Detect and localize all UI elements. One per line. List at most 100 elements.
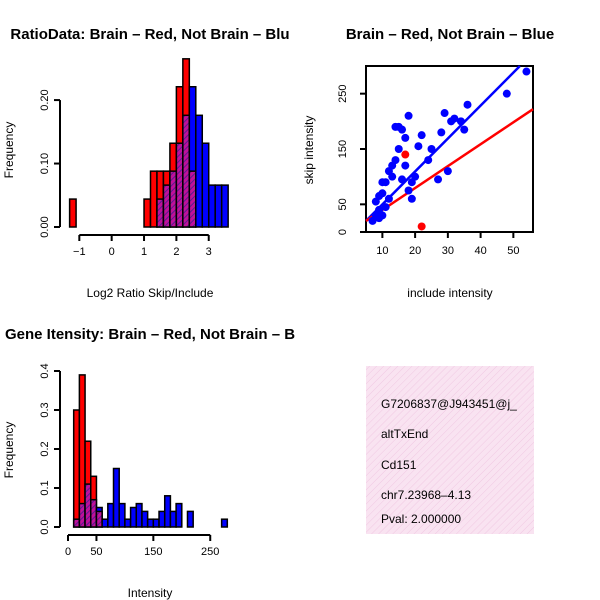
- ratio-histogram-overlap-bar: [169, 170, 178, 228]
- intensity-histogram-title: Gene Itensity: Brain – Red, Not Brain – …: [5, 326, 295, 343]
- not-brain-point: [407, 194, 416, 203]
- not-brain-point: [450, 114, 459, 123]
- ratio-histogram-title: RatioData: Brain – Red, Not Brain – Blu: [10, 26, 289, 43]
- intensity-histogram-overlap-bar: [72, 518, 81, 528]
- scatter-x-tick-label: 30: [442, 245, 454, 257]
- p-value: Pval: 2.000000: [381, 512, 461, 526]
- ratio-histogram-overlap-bar: [182, 114, 191, 228]
- not-brain-fit-line: [365, 65, 521, 222]
- intensity-histogram-bar: [141, 510, 149, 528]
- not-brain-point: [460, 125, 469, 134]
- ratio-histogram-bar: [201, 142, 210, 228]
- ratio-histogram-x-tick-label: 2: [173, 246, 179, 258]
- intensity-histogram-bar: [101, 518, 109, 528]
- ratio-histogram-x-tick-label: −1: [73, 246, 86, 258]
- intensity-histogram: Gene Itensity: Brain – Red, Not Brain – …: [2, 326, 295, 600]
- not-brain-point: [427, 145, 436, 153]
- scatter-x-tick-label: 40: [474, 245, 486, 257]
- not-brain-point: [414, 142, 423, 151]
- intensity-histogram-y-tick-label: 0.2: [39, 441, 51, 456]
- ratio-histogram-overlap-bar: [188, 170, 197, 228]
- ratio-histogram-x-tick-label: 3: [206, 246, 212, 258]
- scatter-title: Brain – Red, Not Brain – Blue: [346, 26, 554, 43]
- ratio-histogram-y-tick-label: 0.10: [39, 153, 51, 174]
- intensity-histogram-overlap-bar: [84, 483, 92, 528]
- ratio-histogram-x-tick-label: 0: [109, 246, 115, 258]
- ratio-histogram-overlap-bar: [156, 198, 165, 228]
- scatter-y-tick-label: 150: [337, 140, 349, 158]
- intensity-histogram-bar: [158, 510, 166, 528]
- ratio-histogram-bar: [68, 198, 77, 228]
- not-brain-point: [522, 67, 531, 76]
- ratio-histogram-x-tick-label: 1: [141, 246, 147, 258]
- brain-point: [401, 150, 410, 159]
- not-brain-point: [417, 131, 426, 140]
- intensity-histogram-xlabel: Intensity: [128, 586, 173, 600]
- not-brain-point: [463, 100, 472, 109]
- intensity-histogram-x-tick-label: 0: [65, 546, 71, 558]
- ratio-histogram-y-tick-label: 0.00: [39, 216, 51, 237]
- intensity-histogram-overlap-bar: [95, 510, 103, 528]
- ratio-histogram-bar: [220, 184, 229, 228]
- info-box-background: [366, 366, 534, 534]
- intensity-histogram-bar: [175, 502, 183, 528]
- intensity-histogram-bar: [72, 409, 81, 528]
- intensity-histogram-y-tick-label: 0.4: [39, 363, 51, 378]
- event-type: altTxEnd: [381, 427, 428, 441]
- not-brain-point: [381, 203, 390, 212]
- ratio-histogram-bar: [195, 114, 204, 228]
- ratio-histogram-overlap-bar: [162, 184, 171, 228]
- intensity-histogram-bar: [135, 502, 143, 528]
- ratio-histogram-overlap-bar: [175, 142, 184, 228]
- brain-fit-line: [365, 108, 534, 222]
- intensity-histogram-y-tick-label: 0.0: [39, 519, 51, 534]
- event-id: G7206837@J943451@j_: [381, 397, 517, 411]
- not-brain-point: [434, 175, 443, 184]
- not-brain-point: [398, 175, 407, 184]
- intensity-histogram-bar: [129, 506, 138, 528]
- not-brain-point: [404, 111, 413, 120]
- scatter-y-tick-label: 250: [337, 84, 349, 102]
- intensity-histogram-overlap-bar: [78, 502, 86, 528]
- intensity-histogram-x-tick-label: 50: [90, 546, 102, 558]
- intensity-histogram-bar: [186, 510, 194, 528]
- brain-point: [417, 222, 426, 231]
- not-brain-point: [502, 89, 511, 98]
- not-brain-point: [394, 145, 403, 153]
- intensity-histogram-bar: [169, 510, 177, 528]
- intensity-histogram-bar: [220, 518, 229, 528]
- intensity-histogram-bar: [152, 518, 160, 528]
- not-brain-point: [378, 189, 387, 198]
- not-brain-point: [381, 178, 390, 187]
- not-brain-point: [378, 211, 387, 220]
- intensity-histogram-x-tick-label: 250: [201, 546, 219, 558]
- ratio-histogram-y-tick-label: 0.20: [39, 89, 51, 110]
- intensity-histogram-bar: [107, 502, 115, 528]
- ratio-histogram-bar: [214, 184, 223, 228]
- genomic-locus: chr7.23968–4.13: [381, 488, 471, 502]
- intensity-histogram-y-tick-label: 0.1: [39, 480, 51, 495]
- scatter-ylabel: skip intensity: [302, 116, 316, 185]
- scatter-x-tick-label: 50: [507, 245, 519, 257]
- ratio-histogram-ylabel: Frequency: [2, 122, 16, 179]
- scatter-y-tick-label: 0: [337, 229, 349, 235]
- ratio-histogram-xlabel: Log2 Ratio Skip/Include: [87, 286, 214, 300]
- not-brain-point: [411, 172, 420, 181]
- intensity-histogram-bar: [163, 495, 172, 528]
- ratio-histogram: RatioData: Brain – Red, Not Brain – Blu …: [2, 26, 290, 300]
- gene-name: Cd151: [381, 458, 417, 472]
- scatter-x-tick-label: 20: [409, 245, 421, 257]
- scatter-x-tick-label: 10: [376, 245, 388, 257]
- intensity-histogram-y-tick-label: 0.3: [39, 402, 51, 417]
- intensity-scatter: Brain – Red, Not Brain – Blue include in…: [302, 26, 554, 300]
- not-brain-point: [456, 117, 465, 126]
- scatter-y-tick-label: 50: [337, 198, 349, 210]
- not-brain-point: [384, 194, 393, 203]
- intensity-histogram-bar: [118, 502, 126, 528]
- not-brain-point: [424, 156, 433, 165]
- not-brain-point: [401, 161, 410, 170]
- intensity-histogram-bar: [112, 467, 120, 528]
- intensity-histogram-ylabel: Frequency: [2, 422, 16, 479]
- scatter-xlabel: include intensity: [407, 286, 492, 300]
